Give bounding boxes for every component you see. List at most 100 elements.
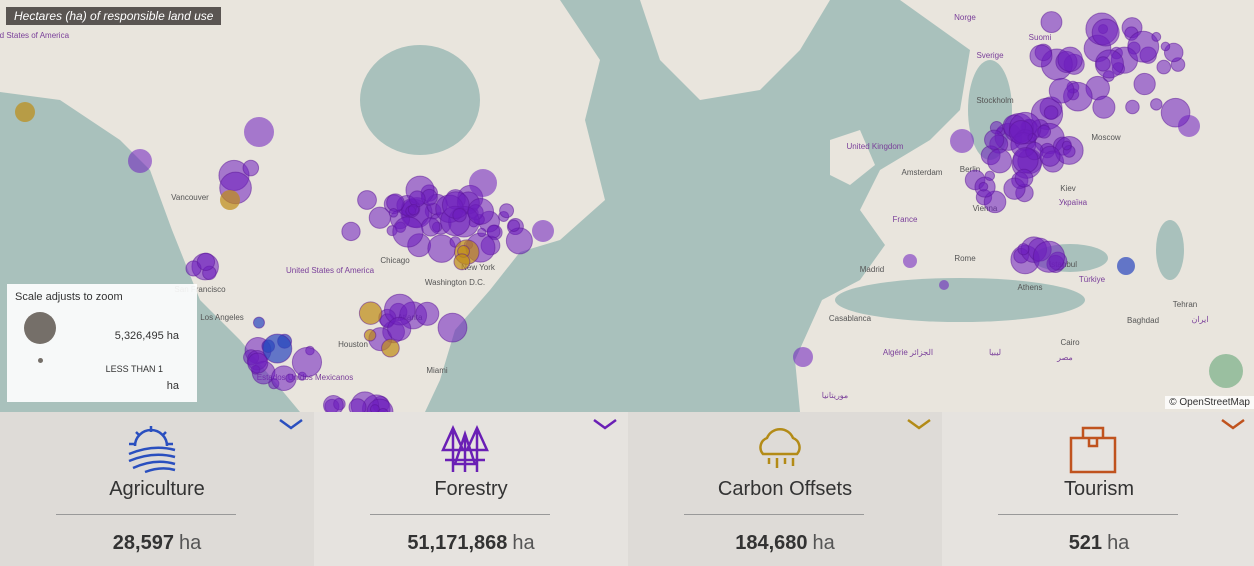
bubble	[984, 170, 996, 182]
expand-chevron[interactable]	[278, 418, 304, 430]
divider	[56, 514, 236, 515]
bubble	[1008, 119, 1034, 145]
bubble	[950, 129, 974, 153]
category-icon	[1069, 426, 1117, 474]
bubble	[247, 352, 269, 374]
country-label: United Kingdom	[847, 142, 904, 151]
city-label: Moscow	[1091, 133, 1121, 142]
city-label: Vienna	[973, 204, 998, 213]
city-label: Chicago	[380, 256, 410, 265]
bubble	[1061, 140, 1072, 151]
category-icon	[441, 424, 489, 472]
country-label: United States of America	[0, 31, 70, 40]
city-label: Miami	[426, 366, 448, 375]
legend-min-circle	[38, 358, 43, 363]
total-value: 521	[1068, 532, 1103, 554]
category-name: Agriculture	[109, 478, 205, 500]
total-unit: ha	[512, 532, 535, 554]
bubble	[420, 217, 441, 237]
bubble	[381, 338, 400, 358]
bubble	[1117, 257, 1135, 275]
bubble	[252, 316, 265, 329]
city-label: New York	[461, 263, 496, 272]
category-panel[interactable]: Carbon Offsets 184,680 ha	[628, 412, 942, 566]
sea	[835, 278, 1085, 322]
category-panel[interactable]: Forestry 51,171,868 ha	[314, 412, 628, 566]
country-label: Algérie الجزائر	[883, 348, 933, 357]
info-button[interactable]	[1209, 354, 1243, 388]
total-value: 51,171,868	[407, 532, 508, 554]
category-name: Forestry	[434, 478, 508, 500]
legend-max: 5,326,495 ha	[114, 330, 179, 342]
bubble	[1057, 46, 1083, 73]
land	[640, 0, 830, 100]
bubble	[1151, 31, 1162, 42]
bubble	[505, 227, 533, 255]
city-label: Vancouver	[171, 193, 209, 202]
bubble	[363, 329, 377, 342]
bubble	[242, 159, 260, 177]
total-value: 184,680	[735, 532, 808, 554]
bubble	[1127, 30, 1160, 63]
map-title: Hectares (ha) of responsible land use	[6, 7, 222, 25]
category-panel[interactable]: Agriculture 28,597 ha	[0, 412, 314, 566]
country-label: ليبيا	[989, 348, 1001, 357]
category-icon	[128, 426, 176, 474]
bubble	[323, 394, 344, 412]
expand-chevron[interactable]	[1220, 418, 1246, 430]
bubble	[467, 198, 495, 225]
city-label: Madrid	[860, 265, 884, 274]
country-label: Suomi	[1029, 33, 1052, 42]
bubble	[1037, 124, 1052, 139]
category-total: 28,597 ha	[0, 532, 314, 555]
divider	[684, 514, 864, 515]
divider	[998, 514, 1178, 515]
bubble	[453, 253, 471, 271]
bubble	[1014, 168, 1034, 188]
city-label: Rome	[954, 254, 976, 263]
city-label: San Francisco	[174, 285, 226, 294]
bubble	[532, 220, 554, 242]
bubble	[358, 301, 383, 325]
bubble	[1029, 44, 1053, 68]
bubble	[1039, 145, 1061, 167]
bubble	[477, 227, 487, 238]
country-label: مصر	[1056, 353, 1073, 362]
country-label: France	[893, 215, 918, 224]
country-label: موريتانيا	[822, 391, 848, 400]
bubble	[196, 252, 216, 271]
map[interactable]: United States of America Vancouver San Fra…	[0, 0, 1254, 412]
category-panel[interactable]: Tourism 521 ha	[942, 412, 1254, 566]
bubble	[1040, 11, 1063, 34]
bubble	[1048, 77, 1075, 104]
bubble	[452, 207, 467, 223]
city-label: Amsterdam	[902, 168, 943, 177]
country-label: Türkiye	[1079, 275, 1106, 284]
bubble	[1160, 41, 1171, 52]
legend-title: Scale adjusts to zoom	[15, 291, 123, 303]
bubble	[499, 203, 515, 219]
bubble	[262, 333, 293, 364]
category-icon	[759, 428, 801, 468]
country-label: United States of America	[286, 266, 375, 275]
country-label: Norge	[954, 13, 976, 22]
bubble	[387, 316, 412, 342]
bubble	[407, 203, 420, 216]
expand-chevron[interactable]	[906, 418, 932, 430]
bubble	[469, 169, 497, 197]
category-total: 184,680 ha	[628, 532, 942, 555]
legend-min: LESS THAN 1	[105, 364, 163, 374]
attribution[interactable]: © OpenStreetMap	[1165, 396, 1254, 409]
bubble	[1125, 99, 1140, 115]
total-unit: ha	[1107, 532, 1130, 554]
sea	[1156, 220, 1184, 280]
city-label: Stockholm	[976, 96, 1014, 105]
city-label: Athens	[1018, 283, 1043, 292]
country-label: Sverige	[976, 51, 1004, 60]
expand-chevron[interactable]	[592, 418, 618, 430]
bubble	[244, 117, 274, 147]
bubble	[220, 190, 240, 210]
bubble	[1017, 243, 1030, 256]
bubble	[1032, 240, 1066, 273]
